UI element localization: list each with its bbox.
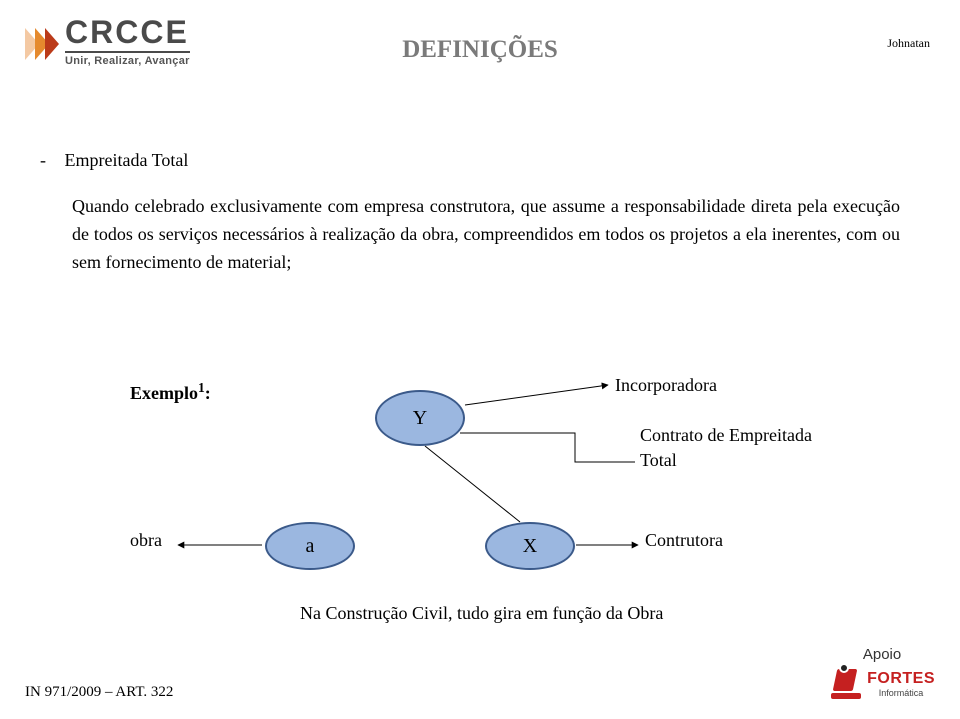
example-label: Exemplo1:: [130, 380, 211, 404]
label-contrutora: Contrutora: [645, 530, 723, 551]
fortes-icon: [829, 667, 863, 701]
edge-y-to-x: [425, 446, 520, 522]
label-incorporadora: Incorporadora: [615, 375, 717, 396]
node-a: a: [265, 522, 355, 570]
node-x-label: X: [523, 535, 537, 558]
edge-y-to-incorporadora: [465, 385, 608, 405]
fortes-sub: Informática: [867, 689, 935, 698]
label-obra: obra: [130, 530, 162, 551]
fortes-logo: FORTES Informática: [829, 667, 935, 701]
edge-y-to-contrato: [460, 433, 635, 462]
body-content: - Empreitada Total Quando celebrado excl…: [40, 150, 900, 277]
node-a-label: a: [306, 535, 315, 558]
bullet-heading: - Empreitada Total: [40, 150, 900, 171]
bullet-label: Empreitada Total: [65, 150, 189, 170]
node-y-label: Y: [413, 407, 427, 430]
label-contrato: Contrato de Empreitada: [640, 425, 812, 446]
footer-reference: IN 971/2009 – ART. 322: [25, 684, 173, 701]
author-name: Johnatan: [887, 36, 930, 51]
apoio-label: Apoio: [829, 646, 935, 663]
diagram: Exemplo1: Y a X Incorporadora Contrato d…: [0, 370, 960, 630]
label-total: Total: [640, 450, 677, 471]
node-x: X: [485, 522, 575, 570]
page-title: DEFINIÇÕES: [0, 36, 960, 64]
node-y: Y: [375, 390, 465, 446]
diagram-edges: [0, 370, 960, 630]
fortes-name: FORTES: [867, 671, 935, 687]
body-paragraph: Quando celebrado exclusivamente com empr…: [72, 193, 900, 277]
sponsor-area: Apoio FORTES Informática: [829, 646, 935, 701]
bullet-marker: -: [40, 150, 46, 170]
diagram-caption: Na Construção Civil, tudo gira em função…: [300, 603, 663, 624]
